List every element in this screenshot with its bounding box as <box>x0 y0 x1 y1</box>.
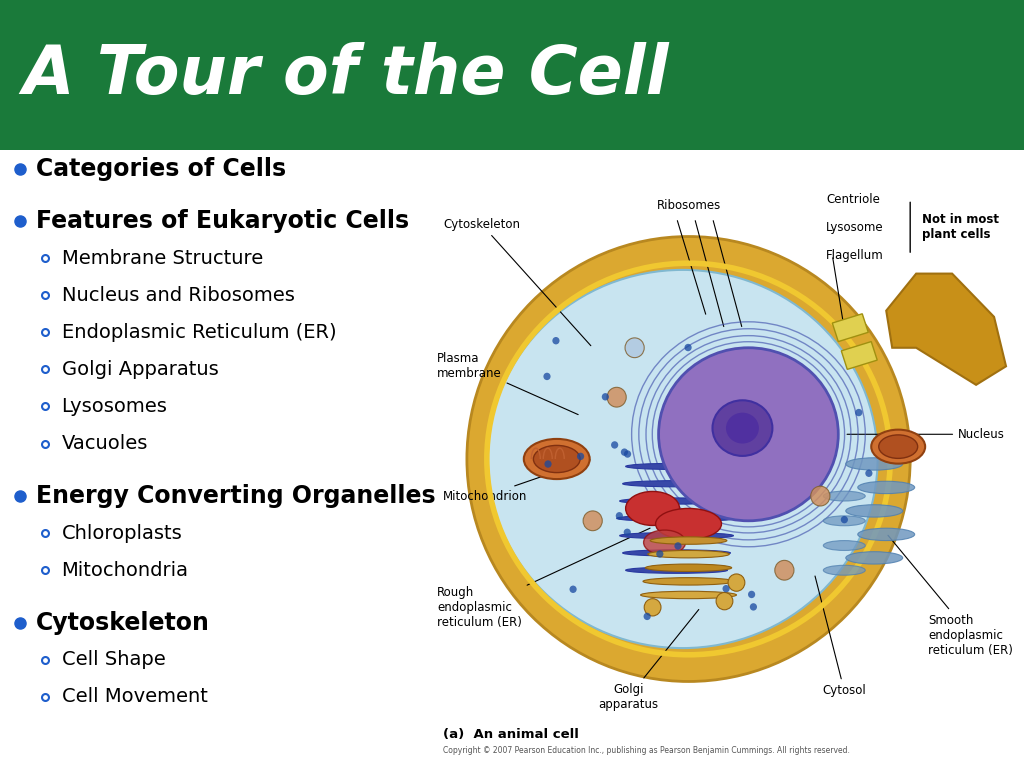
Text: Lysosomes: Lysosomes <box>61 397 168 416</box>
Ellipse shape <box>823 516 865 526</box>
Text: Smooth
endoplasmic
reticulum (ER): Smooth endoplasmic reticulum (ER) <box>888 535 1013 657</box>
Text: Vacuoles: Vacuoles <box>61 434 148 453</box>
Ellipse shape <box>823 565 865 575</box>
Ellipse shape <box>648 551 729 558</box>
Text: Cytoskeleton: Cytoskeleton <box>36 611 210 635</box>
Polygon shape <box>833 314 868 342</box>
Circle shape <box>602 393 609 401</box>
Circle shape <box>748 591 755 598</box>
Circle shape <box>811 486 829 506</box>
Ellipse shape <box>846 505 903 517</box>
Circle shape <box>544 372 551 380</box>
Circle shape <box>656 550 664 558</box>
Ellipse shape <box>858 528 914 541</box>
Circle shape <box>750 603 757 611</box>
Text: Nucleus: Nucleus <box>847 428 1005 441</box>
Text: Not in most
plant cells: Not in most plant cells <box>923 214 999 241</box>
Circle shape <box>684 344 691 351</box>
Text: Lysosome: Lysosome <box>826 220 884 233</box>
Circle shape <box>841 516 848 523</box>
Text: Features of Eukaryotic Cells: Features of Eukaryotic Cells <box>36 209 410 233</box>
Circle shape <box>624 528 631 536</box>
Text: Golgi Apparatus: Golgi Apparatus <box>61 360 218 379</box>
Polygon shape <box>886 273 1006 385</box>
Ellipse shape <box>626 567 727 574</box>
Circle shape <box>621 449 628 456</box>
Ellipse shape <box>823 492 865 501</box>
Ellipse shape <box>645 564 732 571</box>
Text: Mitochondrion: Mitochondrion <box>443 460 590 502</box>
Ellipse shape <box>823 541 865 551</box>
Text: Energy Converting Organelles: Energy Converting Organelles <box>36 484 436 508</box>
Ellipse shape <box>846 458 903 470</box>
Text: Plasma
membrane: Plasma membrane <box>437 353 579 415</box>
Circle shape <box>625 338 644 358</box>
Text: Endoplasmic Reticulum (ER): Endoplasmic Reticulum (ER) <box>61 323 336 342</box>
Text: Golgi
apparatus: Golgi apparatus <box>599 610 698 711</box>
Text: Nucleus and Ribosomes: Nucleus and Ribosomes <box>61 286 295 305</box>
Circle shape <box>675 542 682 550</box>
Circle shape <box>728 574 744 591</box>
Circle shape <box>552 337 559 344</box>
Text: Cytoskeleton: Cytoskeleton <box>443 217 591 346</box>
Circle shape <box>583 511 602 531</box>
Ellipse shape <box>620 532 733 538</box>
Ellipse shape <box>467 237 910 681</box>
Ellipse shape <box>655 508 722 539</box>
Ellipse shape <box>626 463 727 469</box>
Circle shape <box>624 450 631 458</box>
Text: Rough
endoplasmic
reticulum (ER): Rough endoplasmic reticulum (ER) <box>437 528 650 629</box>
Text: Categories of Cells: Categories of Cells <box>36 157 287 180</box>
Text: Cell Movement: Cell Movement <box>61 687 208 707</box>
Text: Chloroplasts: Chloroplasts <box>61 524 182 543</box>
Ellipse shape <box>871 429 925 464</box>
Ellipse shape <box>643 578 734 585</box>
Circle shape <box>723 585 730 592</box>
Text: A Tour of the Cell: A Tour of the Cell <box>23 42 669 108</box>
Circle shape <box>545 460 552 468</box>
Circle shape <box>643 613 651 620</box>
Polygon shape <box>842 342 878 369</box>
Circle shape <box>865 469 872 477</box>
Text: Centriole: Centriole <box>826 193 881 206</box>
Ellipse shape <box>644 530 685 554</box>
Circle shape <box>716 592 733 610</box>
Ellipse shape <box>650 537 727 545</box>
Text: Cell Shape: Cell Shape <box>61 650 165 670</box>
Circle shape <box>644 599 660 616</box>
Text: Membrane Structure: Membrane Structure <box>61 249 263 268</box>
Ellipse shape <box>620 498 733 504</box>
Text: Copyright © 2007 Pearson Education Inc., publishing as Pearson Benjamin Cummings: Copyright © 2007 Pearson Education Inc.,… <box>443 746 850 755</box>
Ellipse shape <box>879 435 918 458</box>
Ellipse shape <box>487 270 878 648</box>
Circle shape <box>615 512 623 519</box>
Circle shape <box>855 409 862 416</box>
Text: Cytosol: Cytosol <box>815 576 866 697</box>
Ellipse shape <box>616 515 736 521</box>
Ellipse shape <box>858 482 914 494</box>
Ellipse shape <box>623 481 730 487</box>
Circle shape <box>607 387 627 407</box>
Ellipse shape <box>641 591 736 599</box>
Text: Flagellum: Flagellum <box>826 249 884 262</box>
Circle shape <box>775 561 794 580</box>
Circle shape <box>611 442 618 449</box>
Ellipse shape <box>623 550 730 556</box>
Text: Ribosomes: Ribosomes <box>656 199 721 212</box>
Circle shape <box>577 452 584 460</box>
Ellipse shape <box>713 400 772 456</box>
Ellipse shape <box>846 551 903 564</box>
Text: (a)  An animal cell: (a) An animal cell <box>443 727 579 740</box>
Ellipse shape <box>524 439 590 479</box>
Ellipse shape <box>626 492 680 525</box>
Ellipse shape <box>658 348 839 521</box>
Text: Mitochondria: Mitochondria <box>61 561 188 580</box>
Ellipse shape <box>534 445 581 472</box>
Ellipse shape <box>726 412 759 444</box>
Circle shape <box>569 585 577 593</box>
